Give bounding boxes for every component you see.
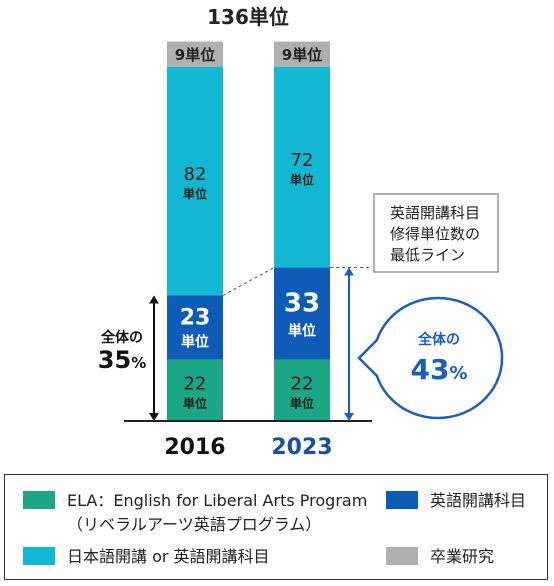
- legend-label-jp-or-en: 日本語開講 or 英語開講科目: [67, 547, 270, 566]
- bar-jp_or_en-2016: [167, 66, 223, 296]
- legend-item-english: 英語開講科目: [386, 489, 526, 513]
- legend-swatch-ela: [23, 491, 55, 509]
- category-label-2016: 2016: [164, 435, 225, 460]
- legend-label-ela-line1: ELA：English for Liberal Arts Program: [67, 491, 368, 510]
- bar-label-value-jp_or_en-2016: 82: [184, 164, 207, 185]
- bar-label-value-ela-2016: 22: [184, 373, 207, 394]
- callout-line-2: 修得単位数の: [390, 225, 480, 243]
- legend-item-ela: ELA：English for Liberal Arts Program （リベ…: [23, 489, 367, 537]
- bar-label-unit-english-2016: 単位: [181, 334, 209, 351]
- callout-line-1: 英語開講科目: [390, 204, 480, 222]
- callout-line-3: 最低ライン: [390, 246, 465, 264]
- bar-label-unit-ela-2016: 単位: [183, 395, 207, 410]
- callout-box: [373, 193, 499, 273]
- share-2023-unit: %: [449, 363, 467, 384]
- legend-label-ela-line2: （リベラルアーツ英語プログラム）: [67, 515, 322, 534]
- bar-label-value-jp_or_en-2023: 72: [291, 150, 314, 171]
- category-label-2023: 2023: [271, 435, 332, 460]
- legend-swatch-thesis: [386, 547, 418, 565]
- legend-label-english: 英語開講科目: [430, 491, 527, 510]
- share-arrow-2023-bottom: [344, 413, 354, 421]
- share-arrow-2016-top: [149, 295, 159, 304]
- legend-swatch-english: [386, 491, 418, 509]
- legend-item-thesis: 卒業研究: [386, 545, 494, 569]
- share-2023-bubble: [357, 296, 504, 420]
- bar-thesis-2016: [167, 41, 223, 67]
- share-arrow-2023-top: [344, 267, 354, 276]
- legend-label-thesis: 卒業研究: [430, 547, 495, 566]
- bar-english-2023: [274, 267, 330, 360]
- bar-english-2016: [167, 295, 223, 360]
- bar-label-value-english-2016: 23: [180, 306, 211, 331]
- total-label: 136単位: [207, 5, 289, 29]
- bar-label-unit-jp_or_en-2016: 単位: [183, 186, 207, 201]
- legend: ELA：English for Liberal Arts Program （リベ…: [4, 474, 548, 580]
- legend-item-jp-or-en: 日本語開講 or 英語開講科目: [23, 545, 270, 569]
- share-2016-unit: %: [131, 354, 146, 372]
- legend-swatch-jp-or-en: [23, 547, 55, 565]
- share-arrow-2016-bottom: [149, 413, 159, 421]
- share-2023-prefix: 全体の: [417, 331, 460, 348]
- bar-label-value-english-2023: 33: [284, 289, 320, 319]
- bar-label-unit-english-2023: 単位: [288, 323, 316, 340]
- bar-label-thesis-2023: 9単位: [282, 46, 322, 64]
- bar-ela-2016: [167, 359, 223, 421]
- bar-label-thesis-2016: 9単位: [175, 46, 215, 64]
- min-line-connector: [222, 267, 275, 296]
- bar-jp_or_en-2023: [274, 66, 330, 268]
- share-2016-value: 35%: [98, 346, 146, 374]
- bar-thesis-2023: [274, 41, 330, 67]
- bar-label-unit-jp_or_en-2023: 単位: [290, 172, 314, 187]
- bar-ela-2023: [274, 359, 330, 421]
- bar-label-unit-ela-2023: 単位: [290, 395, 314, 410]
- bar-label-value-ela-2023: 22: [291, 373, 314, 394]
- share-2016-prefix: 全体の: [100, 329, 143, 346]
